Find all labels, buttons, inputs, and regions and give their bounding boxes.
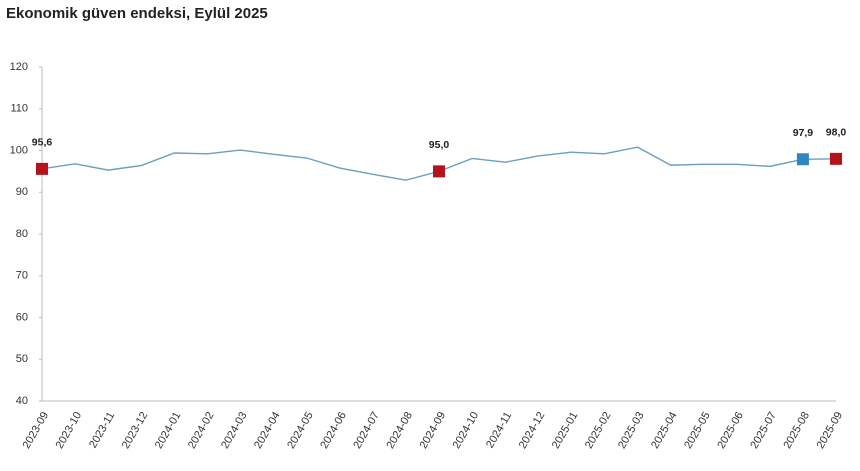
marker [796, 153, 809, 166]
x-tick-label: 2024-11 [484, 410, 514, 450]
y-tick-label: 110 [10, 103, 28, 115]
marker [36, 162, 48, 175]
x-tick-label: 2023-12 [120, 410, 151, 451]
chart-title: Ekonomik güven endeksi, Eylül 2025 [6, 5, 268, 22]
x-tick-label: 2024-06 [318, 410, 349, 451]
x-tick-label: 2025-04 [649, 410, 680, 451]
x-tick-label: 2025-05 [682, 410, 713, 451]
x-tick-label: 2024-04 [252, 410, 283, 451]
x-tick-label: 2025-02 [583, 410, 614, 451]
data-label: 98,0 [826, 127, 847, 139]
y-tick-label: 50 [16, 353, 28, 365]
y-tick-label: 100 [10, 144, 28, 156]
y-tick-label: 120 [10, 61, 28, 73]
marker [433, 165, 445, 178]
x-tick-label: 2024-12 [517, 410, 548, 451]
x-tick-label: 2024-08 [384, 410, 415, 451]
x-tick-label: 2023-11 [87, 410, 117, 450]
x-tick-label: 2023-10 [54, 410, 85, 451]
x-tick-label: 2024-01 [153, 410, 184, 451]
y-tick-label: 90 [16, 186, 28, 198]
x-tick-label: 2024-09 [418, 410, 449, 451]
x-tick-label: 2024-02 [186, 410, 217, 451]
x-tick-label: 2025-09 [815, 410, 846, 451]
y-tick-label: 80 [16, 228, 28, 240]
y-tick-label: 60 [16, 311, 28, 323]
x-tick-label: 2025-01 [550, 410, 581, 451]
x-tick-label: 2025-07 [748, 410, 779, 451]
y-tick-label: 70 [16, 270, 28, 282]
x-tick-label: 2025-03 [616, 410, 647, 451]
data-label: 95,0 [429, 139, 450, 151]
x-tick-label: 2024-07 [351, 410, 382, 451]
y-tick-label: 40 [16, 395, 28, 407]
x-tick-label: 2025-06 [715, 410, 746, 451]
marker [830, 152, 842, 165]
data-label: 95,6 [32, 137, 53, 149]
x-tick-label: 2024-05 [285, 410, 316, 451]
x-tick-label: 2024-10 [451, 410, 482, 451]
x-tick-label: 2025-08 [781, 410, 812, 451]
x-tick-label: 2023-09 [21, 410, 52, 451]
x-tick-label: 2024-03 [219, 410, 250, 451]
data-label: 97,9 [793, 127, 814, 139]
